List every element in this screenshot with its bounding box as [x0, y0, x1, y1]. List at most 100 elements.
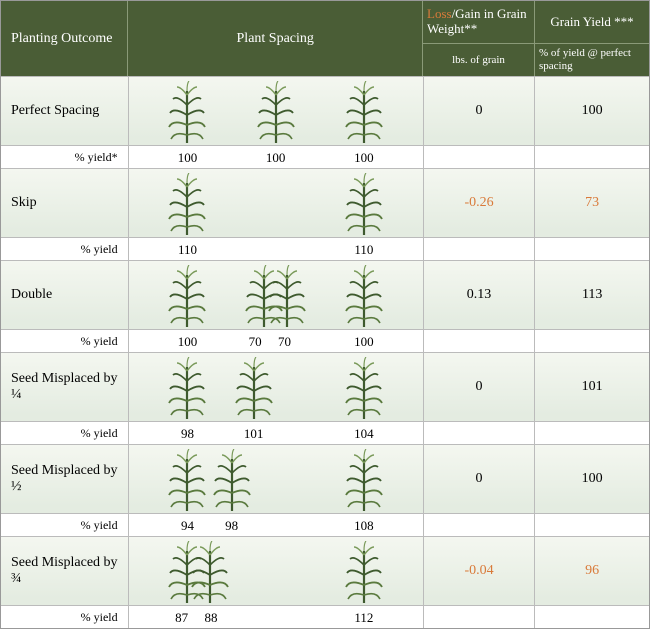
spacing-cell	[129, 169, 424, 237]
yield-label-cell: % yield	[1, 422, 129, 444]
yield-subrow: % yield 87 88 112	[1, 605, 649, 628]
plant-icon	[190, 541, 230, 603]
yield-value: 94	[172, 518, 202, 534]
corn-plant-icon	[344, 541, 384, 603]
yield-value: 98	[172, 426, 202, 442]
table-row: Perfect Spacing	[1, 76, 649, 145]
spacing-cell	[129, 261, 424, 329]
empty-cell	[535, 330, 649, 352]
spacing-cell	[129, 77, 424, 145]
yield-value: 87	[171, 610, 193, 626]
plant-icon	[256, 81, 296, 143]
spacing-cell	[129, 537, 424, 605]
yield-values-cell: 87 88 112	[129, 606, 424, 628]
header-spacing: Plant Spacing	[128, 1, 423, 76]
corn-plant-icon	[344, 449, 384, 511]
outcome-cell: Seed Misplaced by ¼	[1, 353, 129, 421]
yield-value: 100	[172, 150, 202, 166]
yield-value: 88	[200, 610, 222, 626]
plant-icon	[344, 357, 384, 419]
empty-cell	[424, 606, 536, 628]
outcome-cell: Double	[1, 261, 129, 329]
empty-cell	[535, 422, 649, 444]
empty-cell	[424, 146, 536, 168]
corn-plant-icon	[167, 173, 207, 235]
yield-value: 101	[239, 426, 269, 442]
yield-value: 100	[261, 150, 291, 166]
yield-value: 100	[349, 150, 379, 166]
empty-cell	[535, 146, 649, 168]
yield-values-cell: 100 100 100	[129, 146, 424, 168]
grain-yield-cell: 73	[535, 169, 649, 237]
table-row: Double	[1, 260, 649, 329]
empty-cell	[424, 330, 536, 352]
yield-values-cell: 9498108	[129, 514, 424, 536]
loss-gain-cell: -0.26	[424, 169, 536, 237]
yield-values-cell: 98101104	[129, 422, 424, 444]
outcome-cell: Skip	[1, 169, 129, 237]
corn-plant-icon	[167, 81, 207, 143]
outcome-cell: Perfect Spacing	[1, 77, 129, 145]
table-row: Seed Misplaced by ¾	[1, 536, 649, 605]
plant-icon	[167, 265, 207, 327]
yield-value: 110	[172, 242, 202, 258]
spacing-cell	[129, 353, 424, 421]
table-row: Seed Misplaced by ¼	[1, 352, 649, 421]
corn-plant-icon	[190, 541, 230, 603]
grain-yield-cell: 113	[535, 261, 649, 329]
yield-value: 108	[349, 518, 379, 534]
plant-icon	[234, 357, 274, 419]
empty-cell	[424, 238, 536, 260]
yield-label-cell: % yield*	[1, 146, 129, 168]
plant-icon	[167, 357, 207, 419]
yield-subrow: % yield9498108	[1, 513, 649, 536]
corn-plant-icon	[167, 357, 207, 419]
corn-plant-icon	[344, 265, 384, 327]
grain-yield-cell: 101	[535, 353, 649, 421]
loss-gain-cell: 0	[424, 77, 536, 145]
corn-plant-icon	[256, 81, 296, 143]
yield-value: 110	[349, 242, 379, 258]
spacing-cell	[129, 445, 424, 513]
outcome-cell: Seed Misplaced by ¾	[1, 537, 129, 605]
plant-icon	[267, 265, 307, 327]
yield-subrow: % yield98101104	[1, 421, 649, 444]
header-sub-lbs: lbs. of grain	[423, 44, 535, 76]
yield-value: 70	[273, 334, 295, 350]
header-loss-gain: Loss/Gain in Grain Weight**	[423, 1, 535, 43]
yield-label-cell: % yield	[1, 238, 129, 260]
yield-subrow: % yield 110 110	[1, 237, 649, 260]
empty-cell	[535, 606, 649, 628]
grain-yield-cell: 100	[535, 77, 649, 145]
plant-icon	[167, 173, 207, 235]
empty-cell	[535, 514, 649, 536]
header-right-group: Loss/Gain in Grain Weight** Grain Yield …	[423, 1, 649, 76]
yield-value: 112	[349, 610, 379, 626]
outcome-cell: Seed Misplaced by ½	[1, 445, 129, 513]
table-header: Planting Outcome Plant Spacing Loss/Gain…	[1, 1, 649, 76]
yield-subrow: % yield1007070100	[1, 329, 649, 352]
loss-gain-cell: 0	[424, 353, 536, 421]
header-sub-pct: % of yield @ perfect spacing	[535, 44, 649, 76]
empty-cell	[424, 514, 536, 536]
plant-icon	[344, 449, 384, 511]
plant-icon	[344, 265, 384, 327]
corn-plant-icon	[212, 449, 252, 511]
plant-icon	[344, 173, 384, 235]
table-row: Seed Misplaced by ½	[1, 444, 649, 513]
loss-gain-cell: -0.04	[424, 537, 536, 605]
yield-value: 100	[349, 334, 379, 350]
yield-label-cell: % yield	[1, 606, 129, 628]
plant-icon	[344, 81, 384, 143]
header-loss-word: Loss	[427, 6, 452, 21]
table-body: Perfect Spacing	[1, 76, 649, 628]
yield-values-cell: 1007070100	[129, 330, 424, 352]
plant-icon	[344, 541, 384, 603]
yield-label-cell: % yield	[1, 514, 129, 536]
plant-icon	[212, 449, 252, 511]
corn-plant-icon	[344, 173, 384, 235]
empty-cell	[424, 422, 536, 444]
table-row: Skip -0.2673	[1, 168, 649, 237]
header-grain-yield: Grain Yield ***	[535, 1, 649, 43]
plant-icon	[167, 81, 207, 143]
